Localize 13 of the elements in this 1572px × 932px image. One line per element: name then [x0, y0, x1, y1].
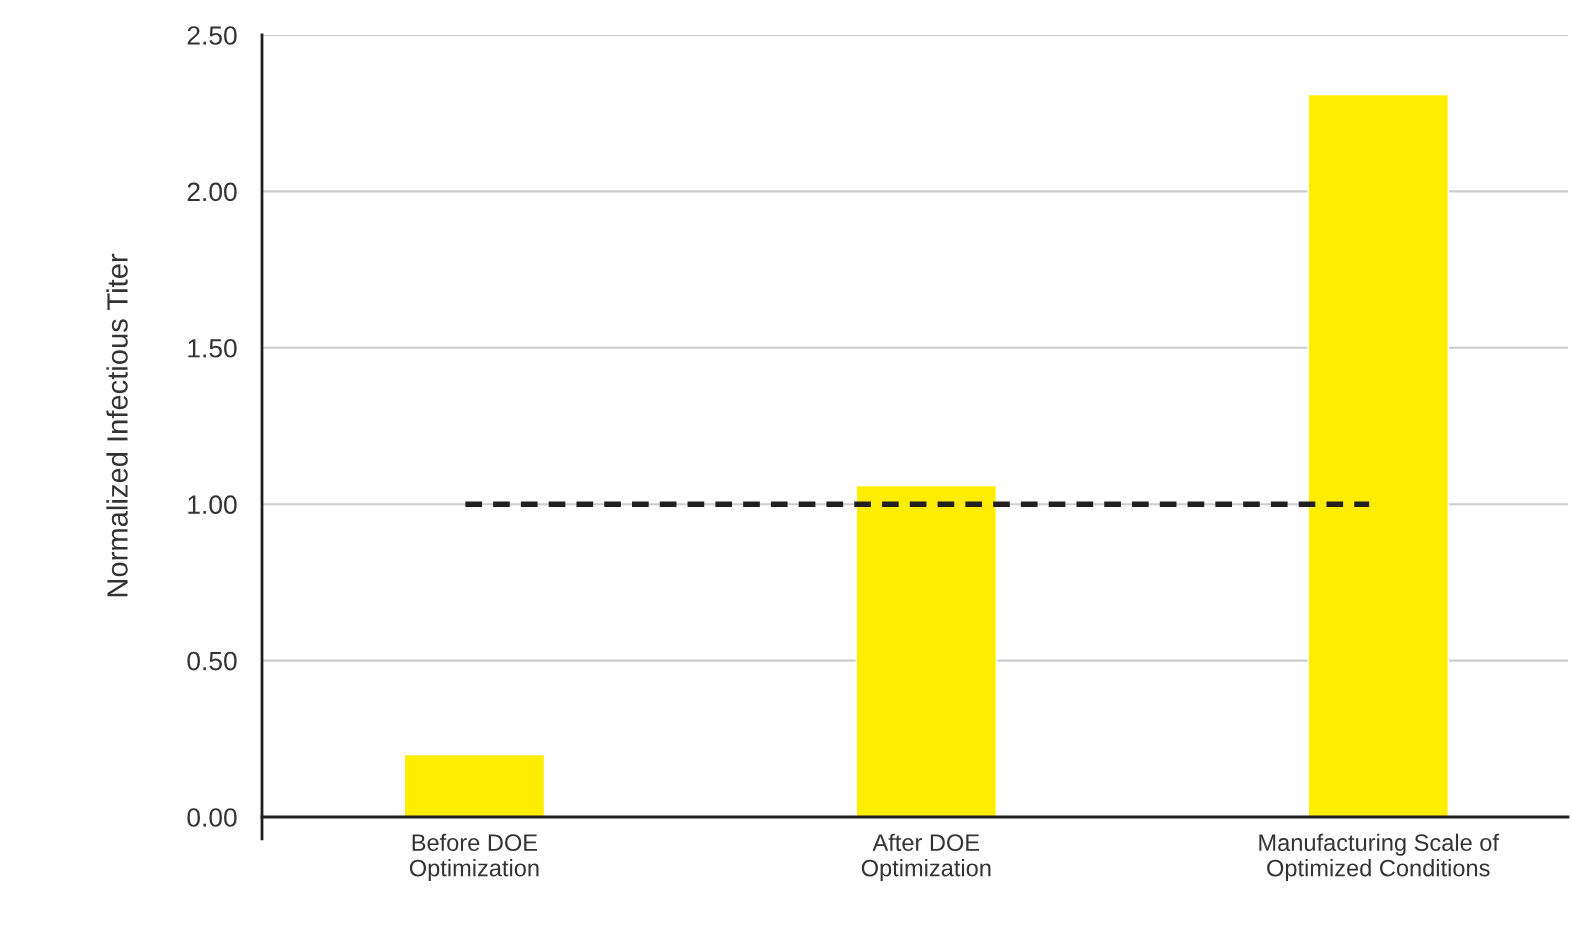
y-tick-label: 0.00	[187, 808, 237, 827]
bar	[855, 484, 998, 817]
y-tick-label: 2.50	[187, 26, 237, 45]
x-tick-label: Before DOE Optimization	[409, 833, 539, 882]
x-tick-label: After DOE Optimization	[861, 833, 991, 882]
y-tick-label: 1.50	[188, 338, 237, 358]
y-axis-title: Normalized Infectious Titer	[106, 253, 128, 597]
y-tick-label: 1.00	[188, 495, 237, 515]
y-tick-label: 2.00	[187, 182, 237, 202]
bar	[1307, 93, 1449, 817]
y-tick-label: 0.50	[187, 651, 237, 671]
x-tick-label: Manufacturing Scale of Optimized Conditions	[1259, 833, 1499, 882]
bar	[403, 753, 546, 817]
